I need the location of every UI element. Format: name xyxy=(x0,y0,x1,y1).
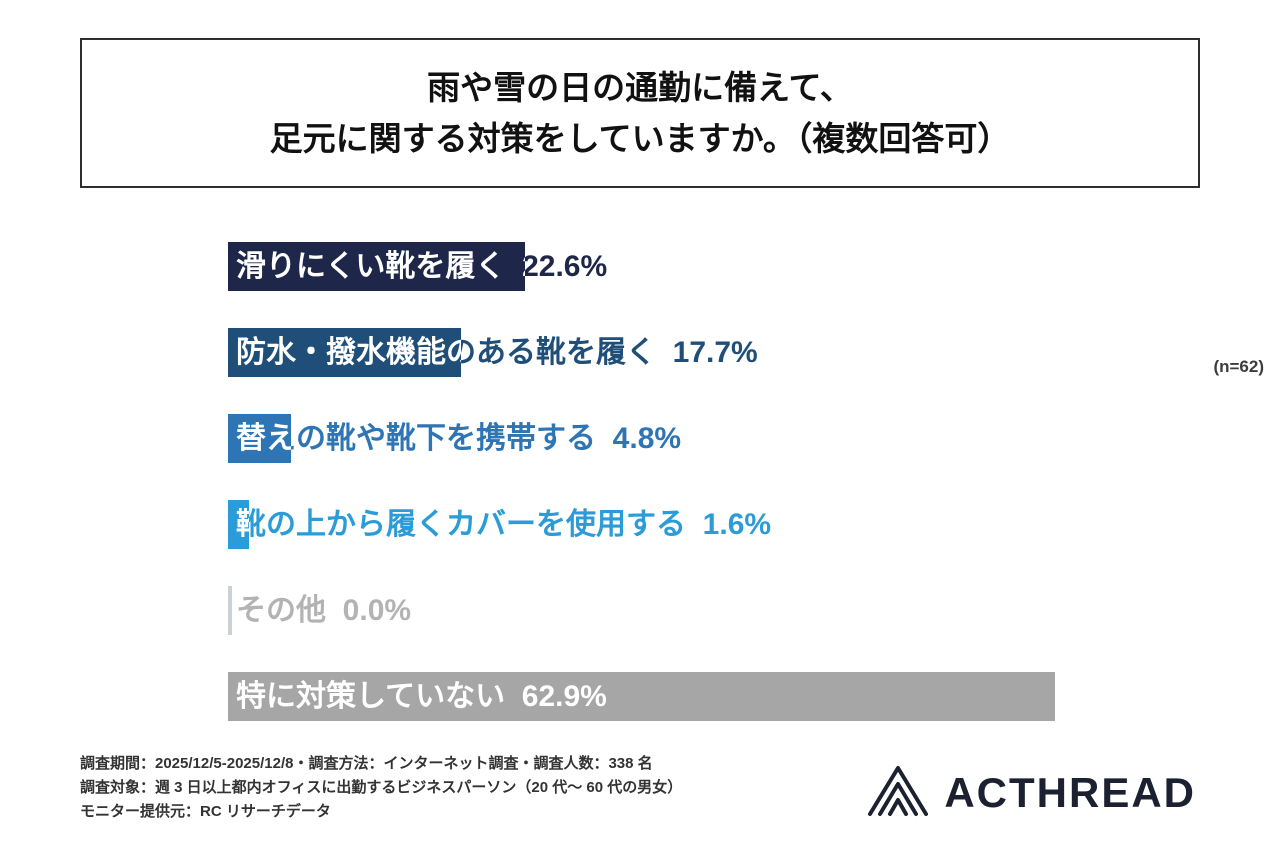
bar-label: 替えの靴や靴下を携帯する 4.8% xyxy=(236,422,682,455)
bar-label-overlay: 靴の上から履くカバーを使用する 1.6% xyxy=(236,508,772,541)
footnote-line2: 調査対象：週 3 日以上都内オフィスに出勤するビジネスパーソン（20 代〜 60… xyxy=(80,779,683,796)
bar-label: その他 0.0% xyxy=(236,594,412,627)
bar-row: その他 0.0% その他 0.0% xyxy=(228,586,1055,635)
bar-label-overlay: 特に対策していない 62.9% xyxy=(236,680,607,713)
bar-label: 靴の上から履くカバーを使用する 1.6% xyxy=(236,508,772,541)
footnote-line3: モニター提供元：RC リサーチデータ xyxy=(80,803,331,820)
company-logo: ACTHREAD xyxy=(866,762,1196,823)
survey-footnote: 調査期間：2025/12/5-2025/12/8・調査方法：インターネット調査・… xyxy=(80,752,682,824)
bar-label: 防水・撥水機能のある靴を履く 17.7% xyxy=(236,336,758,369)
bar-label: 滑りにくい靴を履く 22.6% xyxy=(236,250,608,283)
bar-row: 防水・撥水機能のある靴を履く 17.7% 防水・撥水機能のある靴を履く 17.7% xyxy=(228,328,1055,377)
bar xyxy=(228,242,525,291)
bar-row: 特に対策していない 62.9% 特に対策していない 62.9% xyxy=(228,672,1055,721)
sample-size-note: (n=62) xyxy=(1213,357,1264,376)
bar-row: 靴の上から履くカバーを使用する 1.6% 靴の上から履くカバーを使用する 1.6% xyxy=(228,500,1055,549)
bar-rows: 滑りにくい靴を履く 22.6% 滑りにくい靴を履く 22.6% 防水・撥水機能のある… xyxy=(228,242,1055,721)
bar xyxy=(228,414,291,463)
bar xyxy=(228,672,1055,721)
title-box: 雨や雪の日の通勤に備えて、 足元に関する対策をしていますか。（複数回答可） xyxy=(80,38,1200,189)
page-title-line2: 足元に関する対策をしていますか。（複数回答可） xyxy=(269,120,1011,158)
bar xyxy=(228,500,249,549)
bar xyxy=(228,586,232,635)
bar-chart: 滑りにくい靴を履く 22.6% 滑りにくい靴を履く 22.6% 防水・撥水機能のある… xyxy=(228,242,1055,758)
bar-row: 滑りにくい靴を履く 22.6% 滑りにくい靴を履く 22.6% xyxy=(228,242,1055,291)
footnote-line1: 調査期間：2025/12/5-2025/12/8・調査方法：インターネット調査・… xyxy=(80,755,653,772)
bar-label-overlay: 防水・撥水機能のある靴を履く 17.7% xyxy=(236,336,758,369)
bar-label-overlay: 滑りにくい靴を履く 22.6% xyxy=(236,250,608,283)
bar xyxy=(228,328,461,377)
mountain-logo-icon xyxy=(866,762,930,823)
page-title-line1: 雨や雪の日の通勤に備えて、 xyxy=(427,69,853,106)
logo-text: ACTHREAD xyxy=(944,768,1196,816)
bar-label: 特に対策していない 62.9% xyxy=(236,680,607,713)
bar-row: 替えの靴や靴下を携帯する 4.8% 替えの靴や靴下を携帯する 4.8% xyxy=(228,414,1055,463)
bar-label-overlay: 替えの靴や靴下を携帯する 4.8% xyxy=(236,422,682,455)
